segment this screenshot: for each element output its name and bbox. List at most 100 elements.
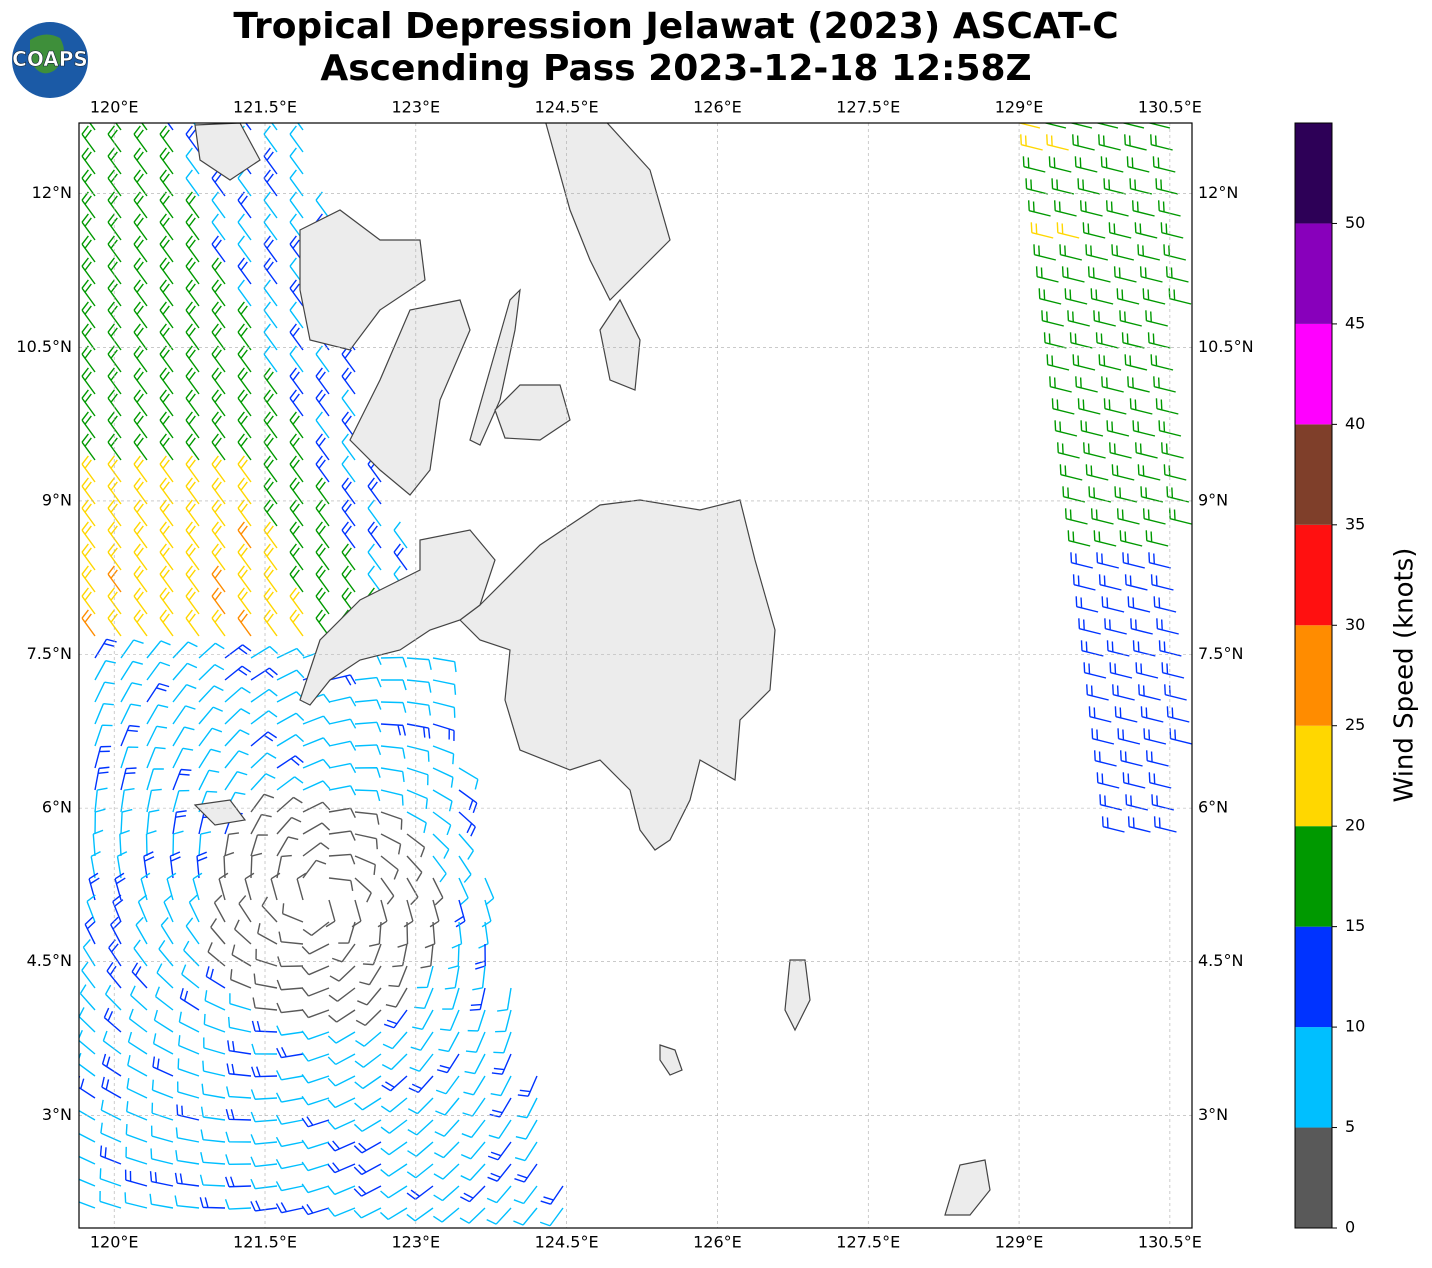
y-tick-label: 6°N (1198, 798, 1228, 817)
wind-barb (467, 1009, 486, 1032)
wind-barb (514, 1141, 538, 1162)
wind-barb (1054, 420, 1078, 437)
wind-barb (211, 433, 226, 461)
wind-barb (328, 740, 357, 751)
wind-barb (107, 411, 122, 439)
wind-barb (354, 789, 381, 802)
wind-barb (289, 499, 304, 527)
wind-barb (185, 147, 200, 175)
wind-barb (433, 1141, 460, 1159)
wind-barb (211, 477, 226, 505)
wind-barb (120, 660, 144, 681)
wind-barb (429, 899, 440, 928)
wind-barb (159, 433, 174, 461)
wind-barb (1161, 442, 1184, 459)
wind-barb (1168, 288, 1192, 305)
wind-barb (301, 1095, 330, 1106)
wind-barb (263, 433, 278, 461)
wind-barb (99, 1168, 122, 1187)
colorbar-segment (1295, 123, 1332, 224)
wind-barb (126, 1101, 148, 1121)
wind-barb (420, 943, 434, 969)
wind-barb (353, 1119, 382, 1132)
wind-barb (188, 894, 200, 923)
wind-barb (263, 169, 278, 197)
wind-barb (263, 499, 278, 527)
wind-barb (301, 987, 330, 997)
wind-barb (351, 899, 362, 928)
wind-barb (490, 1075, 512, 1097)
wind-barb (211, 499, 226, 527)
wind-barb (79, 1132, 96, 1143)
wind-barb (353, 1141, 382, 1154)
wind-barb (185, 477, 200, 505)
wind-barb (159, 169, 174, 197)
wind-barb (211, 411, 226, 439)
wind-barb (1132, 420, 1156, 437)
y-tick-label: 7.5°N (1198, 644, 1243, 663)
wind-barb (133, 279, 148, 307)
colorbar-tick-label: 45 (1345, 313, 1365, 332)
wind-barb (432, 701, 456, 718)
wind-barb (159, 565, 174, 593)
wind-barb (174, 1195, 200, 1209)
wind-barb (1062, 486, 1086, 503)
wind-barb (152, 1056, 174, 1077)
wind-barb (133, 301, 148, 329)
wind-barb (1041, 310, 1064, 327)
wind-barb (1138, 684, 1161, 701)
wind-barb (198, 769, 220, 791)
wind-barb (185, 367, 200, 395)
wind-barb (133, 499, 148, 527)
wind-barb (409, 1053, 434, 1072)
wind-barb (185, 609, 200, 637)
wind-barb (486, 1185, 512, 1204)
wind-barb (459, 1207, 486, 1224)
wind-barb (211, 323, 226, 351)
y-tick-label: 4.5°N (1198, 951, 1243, 970)
wind-barb (1051, 398, 1075, 415)
wind-barb (1156, 618, 1179, 635)
wind-barb (255, 948, 278, 967)
wind-barb (1057, 442, 1080, 459)
wind-barb (263, 367, 278, 395)
wind-barb (289, 565, 304, 593)
wind-barb (1119, 530, 1143, 547)
wind-barb (185, 565, 200, 593)
wind-barb (380, 701, 407, 713)
wind-barb (516, 1097, 538, 1119)
wind-barb (1148, 552, 1171, 569)
wind-barb (481, 899, 492, 928)
wind-barb (1109, 662, 1133, 679)
wind-barb (1166, 486, 1190, 503)
wind-barb (1134, 222, 1158, 239)
wind-barb (380, 833, 402, 855)
wind-barb (185, 235, 200, 263)
wind-barb (176, 1104, 200, 1121)
wind-barb (289, 147, 304, 175)
wind-barb (177, 1081, 200, 1099)
wind-barb (100, 1099, 122, 1121)
wind-barb (224, 729, 250, 747)
wind-barb (107, 323, 122, 351)
wind-barb (424, 921, 436, 949)
wind-barb (159, 125, 174, 153)
wind-barb (463, 1075, 486, 1096)
y-tick-label: 12°N (1198, 183, 1238, 202)
wind-barb (224, 771, 248, 791)
y-tick-label: 4.5°N (27, 951, 72, 970)
wind-barb (210, 918, 226, 945)
wind-barb (250, 645, 279, 659)
x-tick-label: 129°E (995, 98, 1044, 117)
wind-barb (237, 455, 252, 483)
wind-barb (289, 301, 304, 329)
wind-barb (172, 747, 194, 769)
wind-barb (540, 1185, 564, 1205)
island (299, 209, 426, 351)
wind-barb (115, 123, 122, 131)
wind-barb (211, 235, 226, 263)
wind-barb (263, 565, 278, 593)
wind-barb (237, 609, 252, 637)
wind-barb (367, 499, 382, 527)
wind-barb (146, 640, 171, 659)
